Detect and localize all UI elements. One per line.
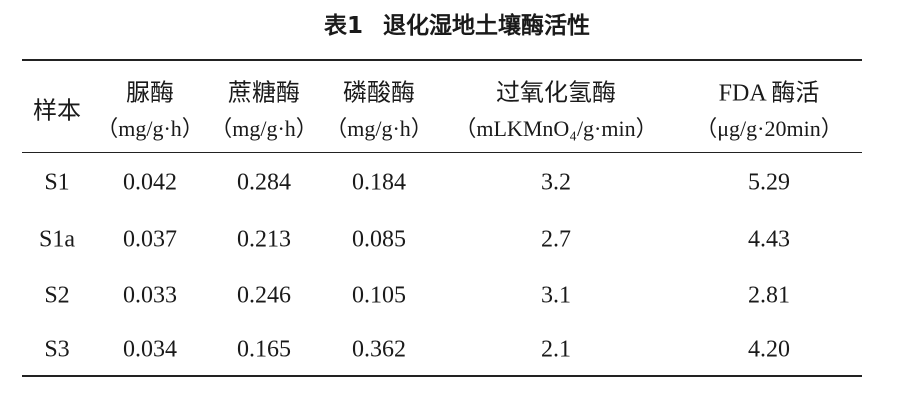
table-cell: 4.20 <box>748 336 790 363</box>
table-cell: 0.042 <box>123 169 177 196</box>
header-unit: （mg/g·h） <box>96 116 204 141</box>
table-cell: 0.037 <box>123 226 177 253</box>
mid-rule <box>22 152 862 153</box>
table-cell: 0.033 <box>123 282 177 309</box>
table-cell: 2.81 <box>748 282 790 309</box>
header-name: 脲酶 <box>126 80 174 107</box>
table-label: 表1 <box>323 13 363 39</box>
table-cell: S3 <box>44 336 70 363</box>
table-cell: 0.034 <box>123 336 177 363</box>
table-cell: 0.213 <box>237 226 291 253</box>
header-unit: （μg/g·20min） <box>695 116 843 141</box>
title-text: 退化湿地土壤酶活性 <box>383 13 590 39</box>
table-cell: 2.7 <box>541 226 571 253</box>
table-cell: 0.105 <box>352 282 406 309</box>
table-cell: 0.085 <box>352 226 406 253</box>
table-cell: 2.1 <box>541 336 571 363</box>
top-rule <box>22 59 862 61</box>
table-cell: 0.184 <box>352 169 406 196</box>
table-cell: 0.165 <box>237 336 291 363</box>
bottom-rule <box>22 375 862 377</box>
table-cell: 5.29 <box>748 169 790 196</box>
header-name: FDA 酶活 <box>718 80 820 107</box>
header-unit: （mg/g·h） <box>325 116 433 141</box>
table-cell: S1a <box>39 226 75 253</box>
table-cell: S1 <box>44 169 70 196</box>
header-name: 磷酸酶 <box>343 80 415 107</box>
table-cell: 0.284 <box>237 169 291 196</box>
table-cell: 0.246 <box>237 282 291 309</box>
table-title: 表1 退化湿地土壤酶活性 <box>0 6 914 40</box>
header-unit: （mg/g·h） <box>210 116 318 141</box>
header-name: 过氧化氢酶 <box>496 80 616 107</box>
table-cell: 0.362 <box>352 336 406 363</box>
header-cell: 样本 <box>33 98 81 125</box>
header-unit: （mLKMnO₄/g·min） <box>454 116 658 141</box>
table-cell: 4.43 <box>748 226 790 253</box>
table-cell: 3.2 <box>541 169 571 196</box>
table-cell: 3.1 <box>541 282 571 309</box>
header-name: 蔗糖酶 <box>228 80 300 107</box>
table-cell: S2 <box>44 282 70 309</box>
